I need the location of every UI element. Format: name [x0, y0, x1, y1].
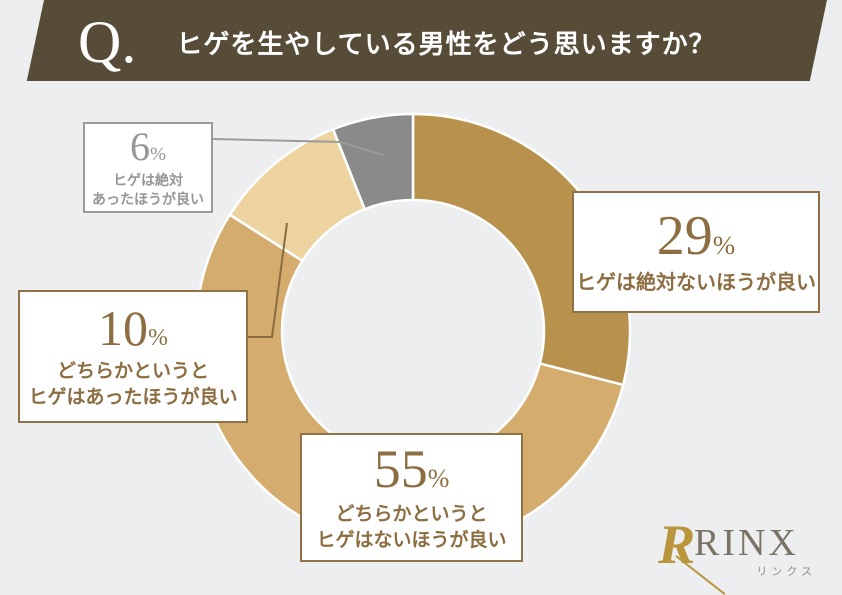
question-banner-content: Q. ヒゲを生やしている男性をどう思いますか？ — [78, 0, 716, 81]
rinx-logo-kana: リンクス — [756, 566, 816, 578]
callout-beard-lean: 10% どちらかというと ヒゲはあったほうが良い — [18, 290, 248, 423]
percent-sign: % — [427, 463, 450, 493]
callout-text: ヒゲは絶対ないほうが良い — [576, 271, 816, 294]
callout-text: ヒゲは絶対 あったほうが良い — [92, 171, 204, 207]
label-connector-beard-strong — [212, 138, 384, 156]
donut-segment-1 — [411, 112, 632, 387]
rinx-logo: R RINX リンクス — [658, 514, 818, 595]
percent-sign: % — [148, 324, 168, 351]
page-title: ヒゲを生やしている男性をどう思いますか？ — [176, 29, 716, 59]
rinx-logo-r-icon: R — [658, 514, 696, 576]
percent-sign: % — [150, 143, 166, 165]
rinx-logo-name: RINX — [694, 522, 799, 564]
callout-beard-strong: 6% ヒゲは絶対 あったほうが良い — [83, 122, 213, 213]
percent-sign: % — [712, 229, 736, 260]
question-mark-label: Q. — [78, 8, 137, 75]
percentage-value: 55% — [373, 438, 450, 499]
percentage-value: 6% — [130, 123, 166, 169]
callout-no-beard-lean: 55% どちらかというと ヒゲはないほうが良い — [300, 433, 523, 562]
percentage-value: 29% — [656, 204, 736, 267]
percentage-value: 10% — [98, 299, 168, 356]
callout-no-beard-strong: 29% ヒゲは絶対ないほうが良い — [572, 191, 820, 313]
label-connector-beard-lean — [246, 222, 288, 338]
callout-text: どちらかというと ヒゲはあったほうが良い — [28, 360, 238, 408]
donut-segment-4 — [331, 112, 415, 211]
callout-text: どちらかというと ヒゲはないほうが良い — [316, 503, 507, 551]
